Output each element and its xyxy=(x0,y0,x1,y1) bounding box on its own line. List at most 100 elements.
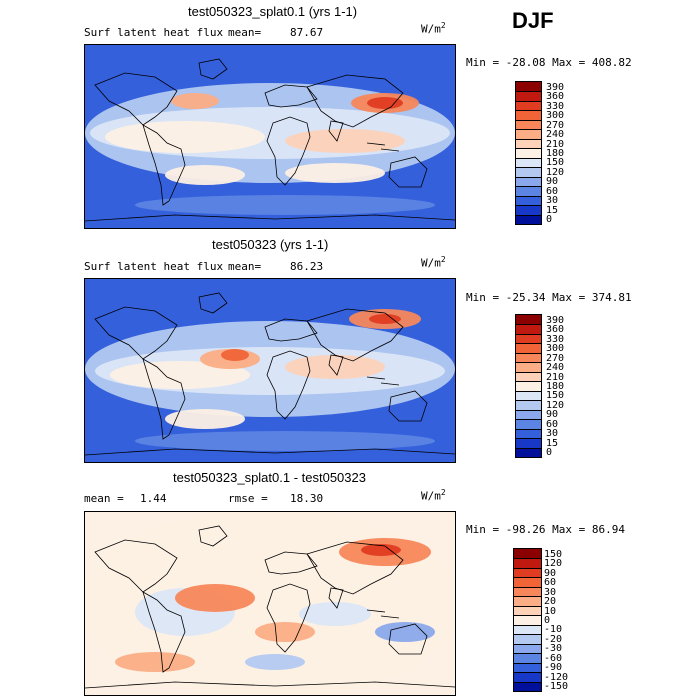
colorbar-segment xyxy=(514,558,541,568)
colorbar-segment xyxy=(516,409,541,420)
contour-region xyxy=(285,355,385,379)
contour-region xyxy=(369,314,401,324)
colorbar-tick-label: -20 xyxy=(544,633,563,645)
colorbar-tick-label: 120 xyxy=(546,399,565,411)
coastline xyxy=(388,623,428,655)
contour-region xyxy=(221,349,249,361)
colorbar-tick-label: 0 xyxy=(546,447,553,459)
colorbar-tick-label: 0 xyxy=(546,214,553,226)
panel1-map xyxy=(84,44,456,229)
coastline xyxy=(306,308,404,362)
colorbar-tick-label: -60 xyxy=(544,652,563,664)
colorbar-tick-label: 270 xyxy=(546,352,565,364)
coastline xyxy=(85,681,455,689)
colorbar-tick-label: 180 xyxy=(546,148,565,159)
panel3-mean-label: mean = xyxy=(84,492,124,505)
contour-region xyxy=(175,584,255,612)
panel2-colorbar: 390 360 330 300 270 240 210 180 150 120 90 60 30 15 0 xyxy=(515,314,564,458)
colorbar-tick-label: 300 xyxy=(546,343,565,355)
contour-region xyxy=(135,431,435,451)
colorbar-segment xyxy=(514,624,541,635)
coastline-outlines xyxy=(85,525,455,689)
colorbar-tick-label: -90 xyxy=(544,662,563,674)
colorbar-tick-label: 300 xyxy=(546,110,565,122)
coastline xyxy=(388,156,428,188)
colorbar-tick-label: 120 xyxy=(544,558,563,570)
colorbar-segment xyxy=(514,634,541,644)
panel3-units: W/m2 xyxy=(421,488,446,503)
colorbar-segment xyxy=(516,333,541,344)
coastline xyxy=(328,587,344,609)
colorbar-tick-label: 150 xyxy=(546,390,565,402)
colorbar-segment xyxy=(516,315,541,325)
colorbar-tick-label: 390 xyxy=(546,314,565,326)
colorbar-segment xyxy=(514,672,541,682)
coastline xyxy=(94,72,178,126)
contour-region xyxy=(110,361,250,389)
coastline xyxy=(388,390,428,422)
colorbar-tick-label: 150 xyxy=(544,548,563,560)
colorbar-tick-label: 30 xyxy=(546,428,559,440)
colorbar-tick-label: 15 xyxy=(546,204,559,216)
colorbar-tick-label: 150 xyxy=(546,157,565,169)
colorbar-tick-label: 390 xyxy=(546,81,565,93)
colorbar-tick-label: 15 xyxy=(546,437,559,449)
panel2-units: W/m2 xyxy=(421,255,446,270)
contour-region xyxy=(299,602,371,626)
panel2-minmax: Min = -25.34 Max = 374.81 xyxy=(466,291,632,304)
contour-region xyxy=(105,121,265,153)
colorbar-segment xyxy=(514,605,541,616)
colorbar-tick-label: -10 xyxy=(544,624,563,636)
panel1-colorbar: 390 360 330 300 270 240 210 180 150 120 90 60 30 15 0 xyxy=(515,81,564,225)
coastline-outlines xyxy=(85,58,455,222)
colorbar-segment xyxy=(514,615,541,625)
contour-region xyxy=(171,93,219,109)
colorbar-segment xyxy=(516,343,541,353)
colorbar-segment xyxy=(516,119,541,130)
colorbar-tick-label: 210 xyxy=(546,371,565,383)
colorbar-segment xyxy=(516,167,541,177)
colorbar-segment xyxy=(514,662,541,673)
colorbar-segment xyxy=(514,567,541,578)
coastline xyxy=(94,306,178,360)
colorbar-segment xyxy=(516,129,541,139)
coastline xyxy=(94,539,178,593)
colorbar-tick-label: 90 xyxy=(546,176,559,188)
coastline xyxy=(366,376,400,386)
coastline xyxy=(198,292,228,314)
coastline xyxy=(198,525,228,547)
colorbar-segment xyxy=(516,195,541,206)
coastline xyxy=(266,350,311,420)
colorbar-tick-label: 330 xyxy=(546,333,565,345)
colorbar-segment xyxy=(516,176,541,187)
colorbar-tick-label: 360 xyxy=(546,91,565,103)
coastline xyxy=(266,116,311,186)
panel2-variable: Surf latent heat flux xyxy=(84,260,224,273)
coastline xyxy=(366,142,400,152)
coastline xyxy=(85,214,455,222)
coastline xyxy=(306,541,404,595)
colorbar-segment xyxy=(516,390,541,401)
contour-region xyxy=(135,195,435,215)
colorbar-tick-label: 120 xyxy=(546,166,565,178)
colorbar-segment xyxy=(514,643,541,654)
colorbar-tick-label: 210 xyxy=(546,138,565,150)
colorbar-tick-label: 60 xyxy=(546,185,559,197)
colorbar-tick-label: 60 xyxy=(544,577,557,589)
colorbar-segment xyxy=(514,577,541,587)
panel1-map-field xyxy=(85,45,455,228)
colorbar-tick-label: 0 xyxy=(544,615,551,626)
contour-region xyxy=(367,97,403,109)
panel1-minmax: Min = -28.08 Max = 408.82 xyxy=(466,56,632,69)
colorbar-segment xyxy=(516,438,541,448)
coastline xyxy=(264,318,318,342)
colorbar-tick-label: -120 xyxy=(544,671,569,683)
panel2-mean-label: mean= xyxy=(228,260,262,273)
colorbar-tick-label: -30 xyxy=(544,643,563,655)
colorbar-segment xyxy=(516,110,541,120)
coastline-outlines xyxy=(85,292,455,456)
season-label: DJF xyxy=(512,8,554,33)
contour-region xyxy=(361,544,401,556)
colorbar-segment xyxy=(516,186,541,196)
colorbar-tick-label: 20 xyxy=(544,596,557,608)
